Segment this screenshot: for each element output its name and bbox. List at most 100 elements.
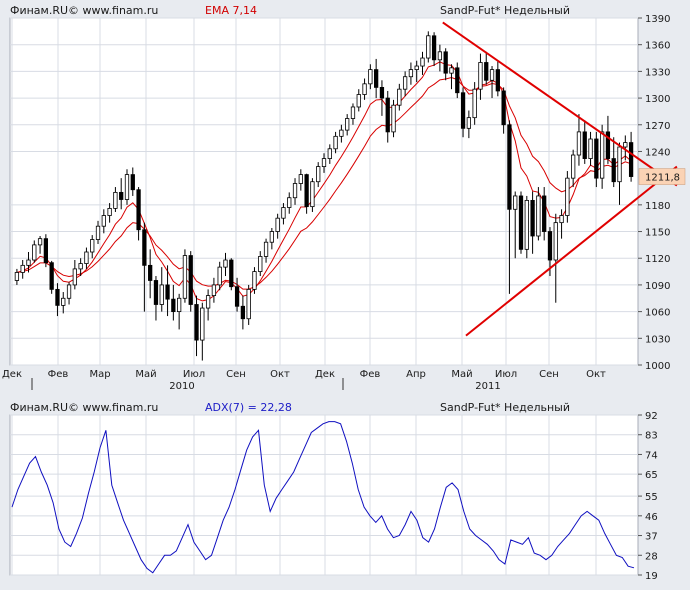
candle-body-down	[518, 195, 524, 250]
candle	[599, 124, 605, 189]
candle	[275, 213, 280, 239]
candle-body-down	[431, 35, 437, 61]
candle-body-up	[356, 94, 361, 108]
ema-14-line	[16, 76, 632, 290]
candle	[32, 240, 37, 263]
candle-body-up	[78, 263, 83, 270]
candle	[350, 103, 356, 125]
candle	[101, 209, 106, 234]
candle-body-up	[571, 154, 576, 179]
candle	[142, 222, 147, 312]
candle-body-up	[449, 67, 454, 74]
candle	[524, 195, 529, 259]
candle-body-up	[345, 118, 350, 131]
candle-body-up	[420, 57, 425, 67]
candle-body-up	[177, 297, 182, 313]
candle-body-up	[472, 88, 477, 119]
y-tick-label: 1000	[645, 361, 670, 372]
candle	[298, 169, 303, 191]
candle-body-up	[113, 191, 118, 209]
candle	[26, 252, 31, 273]
candle	[14, 268, 20, 285]
candle	[397, 83, 402, 111]
x-month-label: Фев	[360, 369, 381, 380]
candle-body-up	[536, 195, 541, 237]
candle-body-up	[414, 65, 419, 71]
candle-body-up	[66, 284, 72, 299]
y-tick-label: 1360	[645, 41, 670, 52]
candle	[460, 87, 466, 138]
candle	[536, 187, 541, 241]
candle	[628, 131, 634, 182]
candle	[333, 131, 338, 154]
candle	[223, 252, 228, 277]
candle	[188, 251, 193, 312]
candle-body-up	[298, 174, 303, 184]
candle-body-down	[594, 138, 599, 179]
candle-body-up	[287, 197, 292, 208]
candle	[234, 277, 240, 312]
y-tick-label: 65	[645, 470, 658, 481]
candle	[182, 249, 188, 303]
candle-body-down	[165, 284, 170, 300]
candle	[171, 284, 176, 321]
candle-body-down	[455, 67, 460, 94]
candle	[379, 80, 385, 116]
candle-body-up	[275, 217, 280, 232]
candle-body-up	[211, 284, 217, 296]
candle-body-down	[49, 262, 54, 290]
candle	[431, 32, 437, 67]
candle-body-down	[153, 280, 159, 305]
candle	[95, 220, 101, 244]
candle-body-up	[159, 284, 164, 305]
x-month-label: Сен	[539, 369, 559, 380]
candle-body-down	[240, 305, 246, 320]
candle	[339, 124, 344, 143]
candle-body-down	[374, 69, 379, 88]
candle	[594, 131, 599, 188]
candle	[240, 295, 246, 330]
candle	[246, 284, 251, 325]
candle	[113, 187, 118, 212]
y-tick-label: 19	[645, 571, 658, 582]
candle	[385, 90, 390, 143]
candle	[148, 249, 153, 299]
x-month-label: Дек	[315, 369, 335, 380]
candle-body-down	[194, 304, 199, 341]
candle	[571, 149, 576, 188]
candle-body-up	[72, 268, 77, 286]
candle-body-up	[217, 266, 222, 286]
candle-body-up	[246, 288, 251, 320]
candle	[61, 292, 66, 314]
candle-body-up	[90, 239, 95, 253]
candle	[402, 71, 408, 97]
candle	[368, 64, 373, 90]
candle	[565, 171, 570, 223]
candle-body-up	[466, 117, 471, 129]
candle-body-down	[119, 191, 124, 200]
x-month-label: Окт	[270, 369, 290, 380]
candle	[78, 258, 83, 277]
candle-body-down	[43, 238, 49, 264]
adx-y-axis: 19 28 37 46 55 65 74 83 92	[638, 411, 658, 582]
candle	[130, 167, 135, 196]
candle	[374, 58, 379, 99]
candle-body-up	[107, 208, 112, 216]
x-month-label: Июл	[183, 369, 205, 380]
candle-body-up	[37, 238, 43, 246]
y-tick-label: 83	[645, 431, 658, 442]
candle	[287, 192, 292, 214]
candle	[623, 135, 628, 161]
candles	[14, 31, 634, 361]
candle-body-up	[14, 272, 20, 281]
candle-body-up	[524, 199, 529, 250]
y-tick-label: 92	[645, 411, 658, 422]
candle	[49, 260, 54, 294]
candle-body-up	[205, 295, 211, 309]
candle	[200, 302, 205, 361]
candle-body-up	[489, 69, 495, 81]
candle	[211, 277, 217, 303]
candle-body-up	[124, 174, 130, 200]
candle	[310, 178, 315, 212]
candle	[43, 234, 49, 268]
